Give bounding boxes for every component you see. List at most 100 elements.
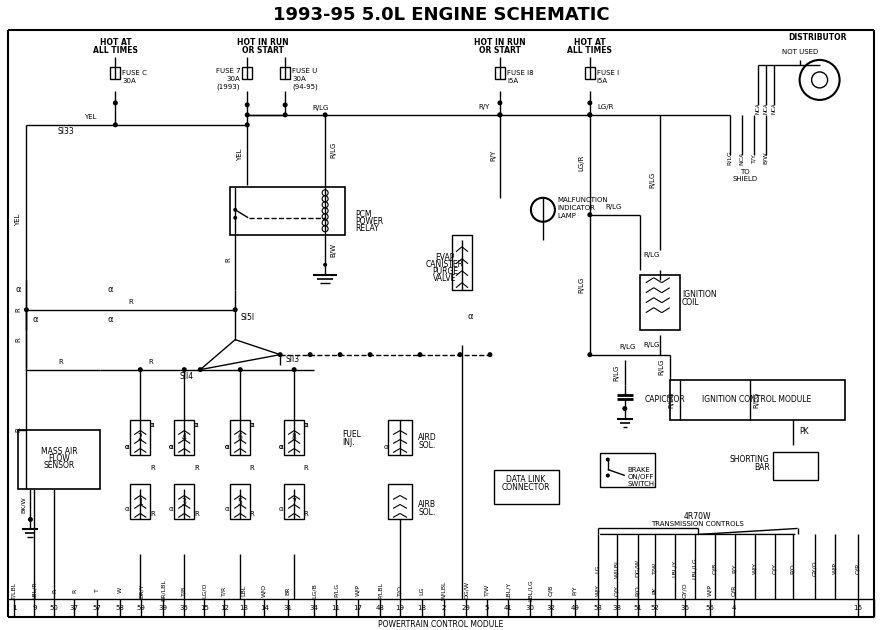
Text: 50: 50 xyxy=(50,605,59,611)
Text: DG/W: DG/W xyxy=(635,559,640,578)
Text: NCA: NCA xyxy=(763,102,768,113)
Text: 12: 12 xyxy=(220,605,228,611)
Text: R: R xyxy=(71,588,77,593)
Text: α: α xyxy=(194,421,198,428)
Text: 11: 11 xyxy=(332,605,340,611)
Circle shape xyxy=(417,352,422,357)
Text: MALFUNCTION: MALFUNCTION xyxy=(557,197,608,203)
Text: I5A: I5A xyxy=(507,78,518,84)
Circle shape xyxy=(238,367,243,372)
Bar xyxy=(243,67,252,79)
Text: P/O: P/O xyxy=(790,563,796,574)
Text: 34: 34 xyxy=(310,605,318,611)
Circle shape xyxy=(338,352,342,357)
Circle shape xyxy=(28,517,33,522)
Text: R/LG: R/LG xyxy=(614,364,620,381)
Text: GY/O: GY/O xyxy=(812,561,817,576)
Circle shape xyxy=(138,367,143,372)
Text: 36: 36 xyxy=(680,605,689,611)
Circle shape xyxy=(606,457,609,462)
Text: SOL.: SOL. xyxy=(418,441,436,450)
Text: α: α xyxy=(150,421,154,428)
Text: R: R xyxy=(303,512,309,517)
Text: W/LBL: W/LBL xyxy=(615,559,619,578)
Text: R: R xyxy=(225,258,231,262)
Text: NCA: NCA xyxy=(755,102,760,113)
Text: LG/R: LG/R xyxy=(598,104,614,110)
Text: W/P: W/P xyxy=(707,585,713,597)
Bar xyxy=(388,484,412,520)
Text: α: α xyxy=(250,421,255,428)
Bar xyxy=(110,67,120,79)
Circle shape xyxy=(244,122,250,127)
Bar xyxy=(388,420,412,454)
Text: α: α xyxy=(279,444,283,450)
Text: 57: 57 xyxy=(93,605,101,611)
Text: 58: 58 xyxy=(116,605,124,611)
Text: INDICATOR: INDICATOR xyxy=(557,205,594,211)
Text: W/P: W/P xyxy=(355,585,361,597)
Bar xyxy=(175,420,194,454)
Text: T/B: T/B xyxy=(182,585,187,595)
Text: LBL/Y: LBL/Y xyxy=(505,581,511,599)
Text: α: α xyxy=(303,421,309,428)
Text: 37: 37 xyxy=(70,605,78,611)
Text: FUSE 7: FUSE 7 xyxy=(215,68,240,74)
Text: NCA: NCA xyxy=(739,151,744,164)
Text: 29: 29 xyxy=(461,605,470,611)
Text: 52: 52 xyxy=(650,605,659,611)
Circle shape xyxy=(497,112,503,117)
Bar xyxy=(585,67,594,79)
Circle shape xyxy=(606,474,609,478)
Text: R/LG: R/LG xyxy=(579,277,585,293)
Text: α: α xyxy=(169,507,174,512)
Text: R: R xyxy=(150,512,154,517)
Circle shape xyxy=(587,112,593,117)
Text: α: α xyxy=(108,315,113,324)
Text: R: R xyxy=(52,588,57,593)
Text: OR START: OR START xyxy=(479,47,521,55)
Text: P/Y: P/Y xyxy=(732,564,737,573)
Bar xyxy=(230,187,345,235)
Text: FUSE I8: FUSE I8 xyxy=(507,70,534,76)
Text: R/LG: R/LG xyxy=(650,171,656,188)
Text: 49: 49 xyxy=(571,605,579,611)
Text: α: α xyxy=(169,444,174,450)
Text: HOT AT: HOT AT xyxy=(574,38,606,47)
Circle shape xyxy=(323,263,327,266)
Text: R/LG: R/LG xyxy=(312,105,328,111)
Text: O/B: O/B xyxy=(713,563,717,574)
Text: R/LG: R/LG xyxy=(659,358,665,375)
Text: α: α xyxy=(225,507,229,512)
Text: R: R xyxy=(16,337,21,342)
Text: 39: 39 xyxy=(159,605,168,611)
Text: COIL: COIL xyxy=(682,298,699,307)
Text: α: α xyxy=(125,507,130,512)
Text: O/Y: O/Y xyxy=(772,563,777,574)
Text: 13: 13 xyxy=(240,605,249,611)
Text: R/LG: R/LG xyxy=(644,252,660,258)
Circle shape xyxy=(587,352,593,357)
Bar xyxy=(639,275,680,329)
Text: R/LG: R/LG xyxy=(727,151,732,165)
Text: W/Y: W/Y xyxy=(595,585,601,597)
Bar xyxy=(230,420,250,454)
Text: LG: LG xyxy=(420,586,424,595)
Text: LG/B: LG/B xyxy=(311,583,317,598)
Text: EVAP: EVAP xyxy=(436,253,455,262)
Text: R/LG: R/LG xyxy=(644,341,660,348)
Text: POWERTRAIN CONTROL MODULE: POWERTRAIN CONTROL MODULE xyxy=(378,620,504,629)
Text: 59: 59 xyxy=(137,605,146,611)
Circle shape xyxy=(244,112,250,117)
Circle shape xyxy=(282,103,288,107)
Bar xyxy=(495,67,505,79)
Text: 30: 30 xyxy=(526,605,534,611)
Circle shape xyxy=(308,352,312,357)
Bar xyxy=(600,452,654,488)
Text: 4: 4 xyxy=(731,605,736,611)
Text: α: α xyxy=(194,421,198,428)
Text: ON/OFF: ON/OFF xyxy=(628,474,654,479)
Text: α: α xyxy=(279,507,283,512)
Text: P/LBL: P/LBL xyxy=(377,582,383,599)
Text: T/LBL: T/LBL xyxy=(12,581,17,599)
